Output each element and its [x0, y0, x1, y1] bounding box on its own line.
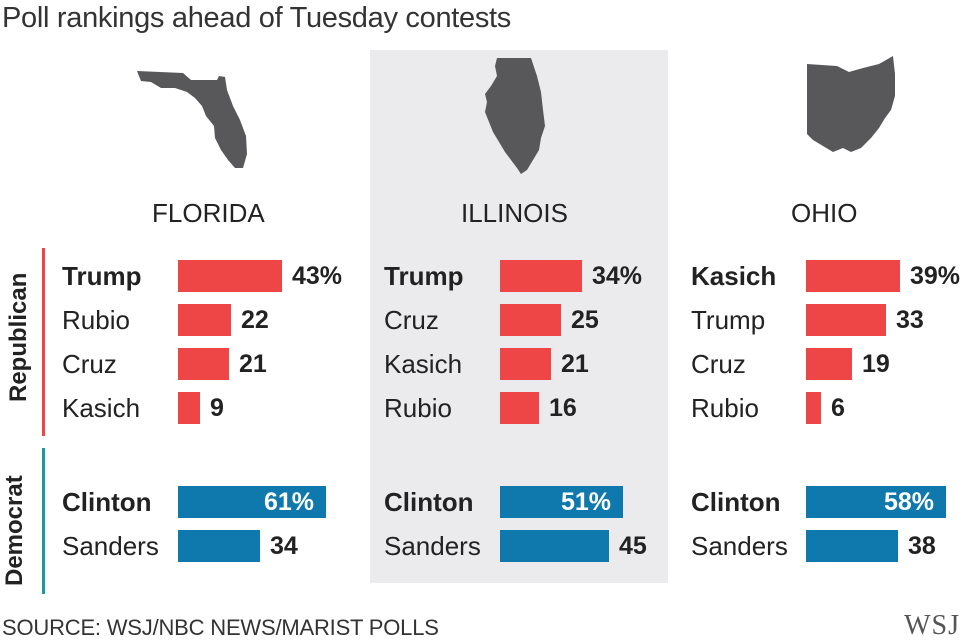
florida-republican-bar	[178, 348, 229, 380]
illinois-republican-bar	[500, 260, 582, 292]
source-note: SOURCE: WSJ/NBC NEWS/MARIST POLLS	[2, 615, 439, 640]
illinois-democrat-value-label: 51%	[560, 488, 611, 516]
florida-democrat-value-label: 61%	[263, 488, 314, 516]
ohio-republican-value-label: 6	[831, 394, 845, 422]
ohio-republican-bar	[806, 348, 852, 380]
ohio-republican-value-label: 19	[862, 350, 890, 378]
ohio-democrat-candidate-name: Clinton	[691, 487, 781, 517]
florida-democrat-bar	[178, 530, 260, 562]
illinois-republican-value-label: 25	[571, 306, 599, 334]
illinois-republican-candidate-name: Trump	[384, 261, 464, 291]
state-name-ohio: OHIO	[791, 198, 858, 228]
illinois-republican-value-label: 16	[549, 394, 577, 422]
ohio-republican-bar	[806, 260, 900, 292]
ohio-democrat-bar	[806, 486, 946, 518]
illinois-republican-bar	[500, 392, 539, 424]
ohio-democrat-candidate-name: Sanders	[691, 531, 788, 561]
florida-democrat-candidate-name: Clinton	[62, 487, 152, 517]
state-name-illinois: ILLINOIS	[461, 198, 568, 228]
ohio-democrat-value-label: 38	[908, 532, 936, 560]
illinois-democrat-value-label: 45	[619, 532, 647, 560]
democrat-label: Democrat	[1, 475, 28, 586]
illinois-republican-bar	[500, 348, 551, 380]
ohio-republican-candidate-name: Rubio	[691, 393, 759, 423]
ohio-republican-bar	[806, 392, 821, 424]
democrat-rule	[42, 448, 45, 594]
florida-republican-value-label: 43%	[292, 262, 343, 290]
florida-republican-value-label: 9	[210, 394, 224, 422]
florida-republican-candidate-name: Trump	[62, 261, 142, 291]
florida-republican-bar	[178, 304, 231, 336]
florida-democrat-value-label: 34	[270, 532, 298, 560]
ohio-map-icon	[807, 56, 895, 152]
florida-democrat-candidate-name: Sanders	[62, 531, 159, 561]
illinois-democrat-bar	[500, 486, 623, 518]
wsj-logo: WSJ	[904, 610, 960, 641]
ohio-republican-candidate-name: Trump	[691, 305, 766, 335]
ohio-democrat-bar	[806, 530, 898, 562]
illinois-republican-candidate-name: Rubio	[384, 393, 452, 423]
florida-republican-value-label: 22	[241, 306, 269, 334]
illinois-democrat-candidate-name: Sanders	[384, 531, 481, 561]
florida-republican-bar	[178, 260, 282, 292]
ohio-republican-value-label: 33	[896, 306, 924, 334]
florida-republican-candidate-name: Kasich	[62, 393, 141, 423]
florida-republican-value-label: 21	[239, 350, 267, 378]
florida-republican-candidate-name: Rubio	[62, 305, 130, 335]
florida-republican-bar	[178, 392, 200, 424]
illinois-democrat-bar	[500, 530, 609, 562]
florida-map-icon	[137, 71, 247, 168]
illinois-map-icon	[485, 58, 545, 174]
republican-label: Republican	[5, 272, 32, 402]
illinois-republican-value-label: 34%	[592, 262, 643, 290]
ohio-republican-candidate-name: Cruz	[691, 349, 746, 379]
florida-republican-candidate-name: Cruz	[62, 349, 117, 379]
illinois-republican-value-label: 21	[561, 350, 589, 378]
illinois-republican-candidate-name: Cruz	[384, 305, 439, 335]
ohio-democrat-value-label: 58%	[883, 488, 934, 516]
chart-title: Poll rankings ahead of Tuesday contests	[2, 2, 512, 34]
florida-democrat-bar	[178, 486, 326, 518]
state-name-florida: FLORIDA	[152, 198, 265, 228]
illinois-republican-candidate-name: Kasich	[384, 349, 463, 379]
illinois-republican-bar	[500, 304, 561, 336]
republican-rule	[42, 248, 45, 436]
ohio-republican-candidate-name: Kasich	[691, 261, 777, 291]
ohio-republican-bar	[806, 304, 886, 336]
illinois-democrat-candidate-name: Clinton	[384, 487, 474, 517]
ohio-republican-value-label: 39%	[910, 262, 961, 290]
